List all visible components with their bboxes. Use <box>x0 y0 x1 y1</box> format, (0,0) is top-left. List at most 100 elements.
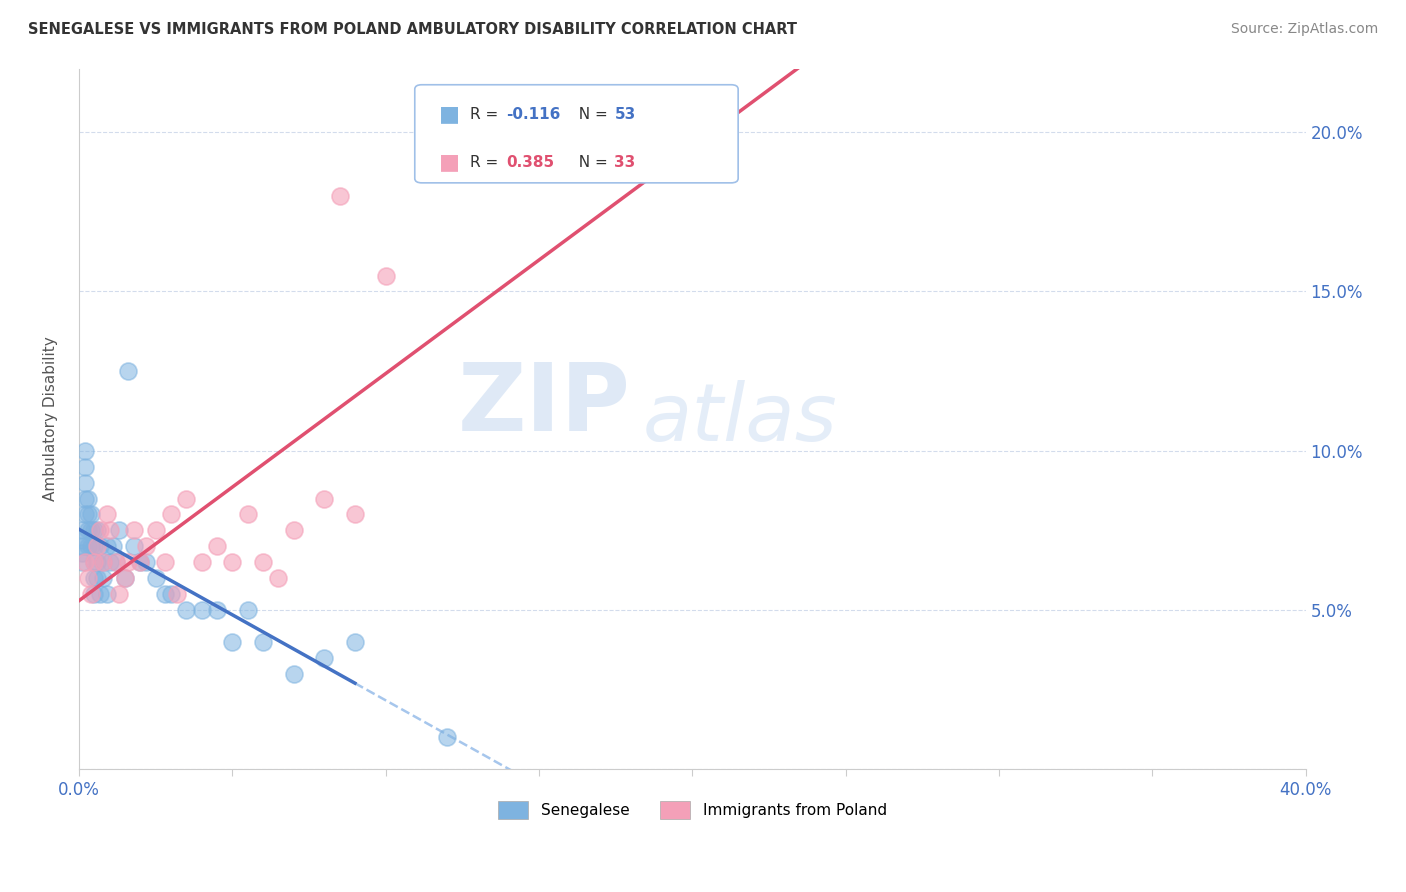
Point <box>80 524 103 538</box>
Point <box>86 555 108 569</box>
Point <box>83 555 105 569</box>
Point <box>75 491 97 506</box>
Point <box>283 666 305 681</box>
Point <box>343 508 366 522</box>
Y-axis label: Ambulatory Disability: Ambulatory Disability <box>44 336 58 501</box>
Point <box>122 524 145 538</box>
Text: N =: N = <box>569 155 613 169</box>
Point <box>89 524 111 538</box>
Point <box>86 539 108 553</box>
Point <box>467 157 489 171</box>
Text: atlas: atlas <box>643 380 838 458</box>
Point <box>104 555 127 569</box>
Point <box>160 587 183 601</box>
Point <box>89 587 111 601</box>
Point <box>89 539 111 553</box>
Point <box>114 571 136 585</box>
Point <box>436 731 458 745</box>
Point <box>236 603 259 617</box>
Point <box>221 555 243 569</box>
Point <box>93 555 115 569</box>
Point <box>96 587 118 601</box>
Point <box>190 555 212 569</box>
Point <box>93 571 115 585</box>
Point <box>98 555 121 569</box>
Point <box>252 555 274 569</box>
Point <box>77 571 100 585</box>
Point <box>104 555 127 569</box>
Point <box>70 546 93 560</box>
Point <box>80 587 103 601</box>
Legend: Senegalese, Immigrants from Poland: Senegalese, Immigrants from Poland <box>492 795 893 825</box>
Point <box>83 555 105 569</box>
Point <box>190 603 212 617</box>
Point <box>329 189 352 203</box>
Point <box>75 459 97 474</box>
Point <box>122 539 145 553</box>
Point <box>117 555 139 569</box>
Text: 0.385: 0.385 <box>506 155 554 169</box>
Point <box>101 539 124 553</box>
Point <box>96 539 118 553</box>
Text: ■: ■ <box>439 153 460 172</box>
Point <box>83 524 105 538</box>
Point <box>70 524 93 538</box>
Point <box>252 635 274 649</box>
Point <box>153 555 176 569</box>
Point <box>75 555 97 569</box>
Point <box>96 508 118 522</box>
Point <box>75 443 97 458</box>
Point <box>129 555 152 569</box>
Text: 53: 53 <box>614 107 636 121</box>
Point <box>83 587 105 601</box>
Text: ■: ■ <box>439 104 460 124</box>
Point <box>129 555 152 569</box>
Point <box>160 508 183 522</box>
Point <box>205 603 228 617</box>
Point <box>153 587 176 601</box>
Text: 33: 33 <box>614 155 636 169</box>
Point <box>86 524 108 538</box>
Text: -0.116: -0.116 <box>506 107 561 121</box>
Point <box>374 268 396 283</box>
Point <box>283 524 305 538</box>
Point <box>343 635 366 649</box>
Point <box>108 524 131 538</box>
Point <box>75 475 97 490</box>
Point <box>236 508 259 522</box>
Point <box>174 603 197 617</box>
Point <box>174 491 197 506</box>
Text: SENEGALESE VS IMMIGRANTS FROM POLAND AMBULATORY DISABILITY CORRELATION CHART: SENEGALESE VS IMMIGRANTS FROM POLAND AMB… <box>28 22 797 37</box>
Point <box>135 539 157 553</box>
Point <box>267 571 290 585</box>
Point <box>166 587 188 601</box>
Point <box>77 524 100 538</box>
Point <box>145 571 167 585</box>
Point <box>135 555 157 569</box>
Point <box>86 571 108 585</box>
Point <box>70 539 93 553</box>
Point <box>70 533 93 547</box>
Point <box>80 508 103 522</box>
Point <box>98 524 121 538</box>
Text: Source: ZipAtlas.com: Source: ZipAtlas.com <box>1230 22 1378 37</box>
Point <box>83 571 105 585</box>
Point <box>70 555 93 569</box>
Text: R =: R = <box>470 107 503 121</box>
Point <box>205 539 228 553</box>
Point <box>145 524 167 538</box>
Point <box>314 491 336 506</box>
Point <box>77 539 100 553</box>
Point <box>93 555 115 569</box>
Text: ZIP: ZIP <box>458 359 631 450</box>
Text: R =: R = <box>470 155 503 169</box>
Text: N =: N = <box>569 107 613 121</box>
Point <box>80 539 103 553</box>
Point <box>77 491 100 506</box>
Point <box>83 539 105 553</box>
Point <box>221 635 243 649</box>
Point <box>314 650 336 665</box>
Point <box>114 571 136 585</box>
Point <box>117 364 139 378</box>
Point <box>77 508 100 522</box>
